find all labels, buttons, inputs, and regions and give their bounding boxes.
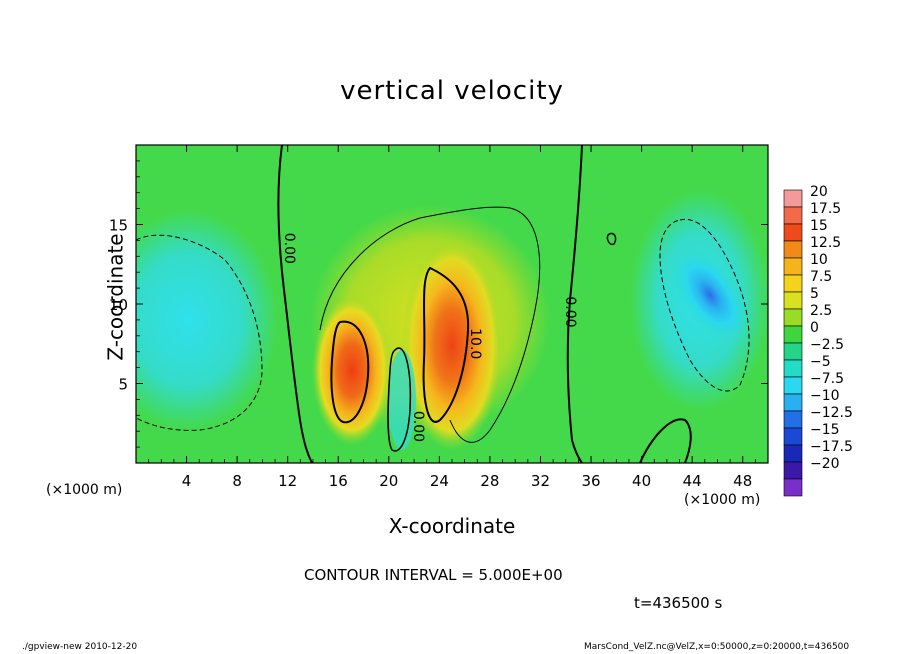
colorbar-label: 7.5 xyxy=(810,269,832,285)
contour-label: 0.00 xyxy=(281,233,297,264)
colorbar-swatches xyxy=(783,189,803,497)
colorbar-label: −7.5 xyxy=(810,371,844,387)
colorbar-swatch xyxy=(783,325,803,344)
colorbar-label: 20 xyxy=(810,184,828,200)
updraft-core-1 xyxy=(312,295,392,445)
colorbar-label: −5 xyxy=(810,354,831,370)
colorbar-label: −10 xyxy=(810,388,840,404)
contour-label: 0.00 xyxy=(562,296,578,327)
chart-title: vertical velocity xyxy=(340,76,564,106)
colorbar-swatch xyxy=(783,461,803,480)
x-tick-label: 44 xyxy=(683,472,702,490)
colorbar-swatch xyxy=(783,240,803,259)
contour-interval-text: CONTOUR INTERVAL = 5.000E+00 xyxy=(304,566,563,584)
x-tick-label: 16 xyxy=(329,472,348,490)
colorbar-label: −20 xyxy=(810,456,840,472)
contour-label: 10.0 xyxy=(467,328,483,359)
colorbar-label: 0 xyxy=(810,320,819,336)
contour-label: 0.00 xyxy=(410,411,426,442)
contour-ten-2 xyxy=(422,266,470,423)
colorbar-swatch xyxy=(783,427,803,446)
colorbar-label: −12.5 xyxy=(810,405,853,421)
downdraft-left xyxy=(136,210,278,430)
y-tick-label: 15 xyxy=(109,217,128,235)
x-unit-label-left: (×1000 m) xyxy=(46,482,123,498)
colorbar-swatch xyxy=(783,223,803,242)
colorbar-swatch xyxy=(783,308,803,327)
contour-zero-mid xyxy=(387,347,412,452)
footer-right-text: MarsCond_VelZ.nc@VelZ,x=0:50000,z=0:2000… xyxy=(584,642,850,652)
footer-left-text: ./gpview-new 2010-12-20 xyxy=(22,642,138,652)
colorbar-label: 2.5 xyxy=(810,303,832,319)
x-axis-label: X-coordinate xyxy=(388,514,516,538)
colorbar-swatch xyxy=(783,478,803,497)
colorbar-label: −15 xyxy=(810,422,840,438)
time-stamp: t=436500 s xyxy=(634,594,723,612)
colorbar-swatch xyxy=(783,410,803,429)
colorbar-swatch xyxy=(783,444,803,463)
colorbar-swatch xyxy=(783,291,803,310)
x-tick-label: 32 xyxy=(531,472,550,490)
contour-lines xyxy=(136,145,750,463)
contour-five xyxy=(319,206,541,443)
updraft-core-2 xyxy=(402,240,502,450)
colorbar-label: 15 xyxy=(810,218,828,234)
contour-ten-1 xyxy=(330,320,370,424)
x-tick-label: 48 xyxy=(733,472,752,490)
contour-zero-left xyxy=(277,145,313,463)
contour-zero-bottom-right xyxy=(639,418,692,463)
x-axis-ticks: 4 8 12 16 20 24 28 32 36 40 44 48 xyxy=(148,145,756,490)
colorbar-label: 5 xyxy=(810,286,819,302)
colorbar-swatch xyxy=(783,274,803,293)
colorbar-label: −2.5 xyxy=(810,337,844,353)
y-tick-label: 10 xyxy=(109,296,128,314)
colorbar-swatch xyxy=(783,376,803,395)
x-tick-label: 36 xyxy=(581,472,600,490)
colorbar-swatch xyxy=(783,359,803,378)
heatmap-field xyxy=(136,145,768,463)
contour-neg5-right xyxy=(659,218,750,392)
contour-small-loop xyxy=(606,232,617,246)
y-axis-label: Z-coordinate xyxy=(103,233,128,361)
colorbar-swatch xyxy=(783,206,803,225)
colorbar-label: −17.5 xyxy=(810,439,853,455)
colorbar-swatch xyxy=(783,189,803,208)
colorbar-swatch xyxy=(783,393,803,412)
colorbar-label: 10 xyxy=(810,252,828,268)
contour-neg5-left xyxy=(136,234,263,431)
downdraft-right-core xyxy=(670,247,750,343)
contour-zero-right xyxy=(566,145,583,463)
colorbar-label: 12.5 xyxy=(810,235,841,251)
x-tick-label: 28 xyxy=(480,472,499,490)
x-tick-label: 8 xyxy=(232,472,242,490)
contour-labels: 0.00 10.0 0.00 0.00 xyxy=(281,233,578,442)
colorbar-swatch xyxy=(783,257,803,276)
colorbar-labels: 2017.51512.5107.552.50−2.5−5−7.5−10−12.5… xyxy=(810,184,853,472)
y-tick-label: 5 xyxy=(118,376,128,394)
colorbar-swatch xyxy=(783,342,803,361)
colorbar-label: 17.5 xyxy=(810,201,841,217)
x-tick-label: 4 xyxy=(182,472,192,490)
x-tick-label: 12 xyxy=(278,472,297,490)
x-tick-label: 24 xyxy=(430,472,449,490)
x-tick-label: 40 xyxy=(632,472,651,490)
x-tick-label: 20 xyxy=(379,472,398,490)
x-unit-label-right: (×1000 m) xyxy=(684,492,761,508)
y-axis-ticks: 5 10 15 xyxy=(109,160,768,448)
